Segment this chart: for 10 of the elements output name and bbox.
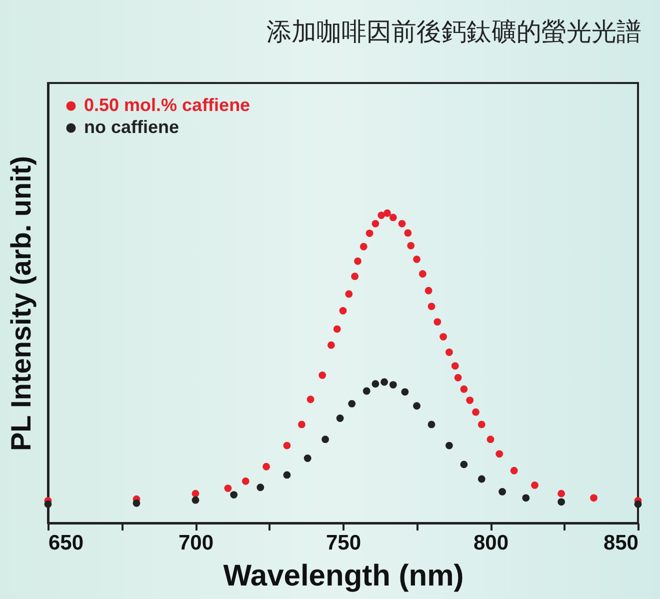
x-tick-label: 700 — [178, 532, 214, 554]
y-axis-title: PL Intensity (arb. unit) — [6, 156, 36, 452]
x-tick-label: 800 — [473, 532, 509, 554]
x-tick-label: 850 — [603, 532, 638, 554]
x-tick-label: 750 — [326, 532, 362, 554]
x-tick-label: 650 — [48, 532, 84, 554]
x-axis-title: Wavelength (nm) — [223, 560, 464, 592]
legend-label: 0.50 mol.% caffiene — [84, 95, 250, 115]
chart-title: 添加咖啡因前後鈣鈦礦的螢光光譜 — [266, 18, 642, 46]
legend-label: no caffiene — [84, 117, 180, 137]
